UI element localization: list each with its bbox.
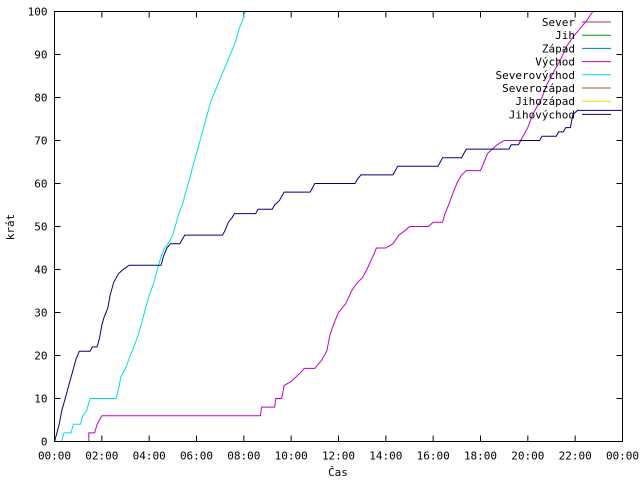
x-tick-label: 18:00 [464, 450, 497, 463]
x-tick-label: 04:00 [133, 450, 166, 463]
x-tick-label: 12:00 [322, 450, 355, 463]
x-tick-label: 00:00 [606, 450, 639, 463]
x-tick-label: 14:00 [369, 450, 402, 463]
x-tick-label: 02:00 [85, 450, 118, 463]
legend: SeverJihZápadVýchodSeverovýchodSeverozáp… [496, 16, 611, 121]
series-line-5 [54, 11, 246, 442]
axes: 0 10 20 30 40 50 60 70 80 90 100 00:00 02:00 04:00 06:… [28, 6, 639, 463]
series-line-4 [54, 11, 594, 442]
x-tick-label: 16:00 [417, 450, 450, 463]
x-tick-label: 22:00 [559, 450, 592, 463]
legend-label: Severovýchod [496, 69, 575, 82]
y-axis-label: krát [4, 214, 17, 241]
y-tick-label: 80 [34, 92, 47, 105]
plot-frame [54, 11, 623, 442]
x-axis-label: Čas [328, 466, 348, 479]
x-tick-label: 20:00 [511, 450, 544, 463]
x-tick-label: 08:00 [227, 450, 260, 463]
y-tick-label: 90 [34, 49, 47, 62]
series-line-8 [54, 109, 623, 442]
y-tick-label: 70 [34, 135, 47, 148]
y-tick-label: 20 [34, 350, 47, 363]
y-tick-label: 50 [34, 221, 47, 234]
legend-label: Sever [542, 16, 575, 29]
x-tick-label: 10:00 [275, 450, 308, 463]
legend-label: Východ [535, 56, 575, 69]
legend-label: Západ [542, 42, 575, 55]
y-tick-label: 100 [28, 6, 48, 19]
y-tick-label: 40 [34, 264, 47, 277]
y-tick-label: 0 [41, 436, 48, 449]
plot-lines [54, 11, 623, 442]
y-tick-label: 10 [34, 393, 47, 406]
legend-label: Jihovýchod [509, 108, 575, 121]
x-tick-label: 00:00 [38, 450, 71, 463]
legend-label: Severozápad [502, 82, 575, 95]
y-tick-label: 30 [34, 307, 47, 320]
x-tick-label: 06:00 [180, 450, 213, 463]
legend-label: Jihozápad [515, 95, 575, 108]
legend-label: Jih [555, 29, 575, 42]
y-tick-label: 60 [34, 178, 47, 191]
